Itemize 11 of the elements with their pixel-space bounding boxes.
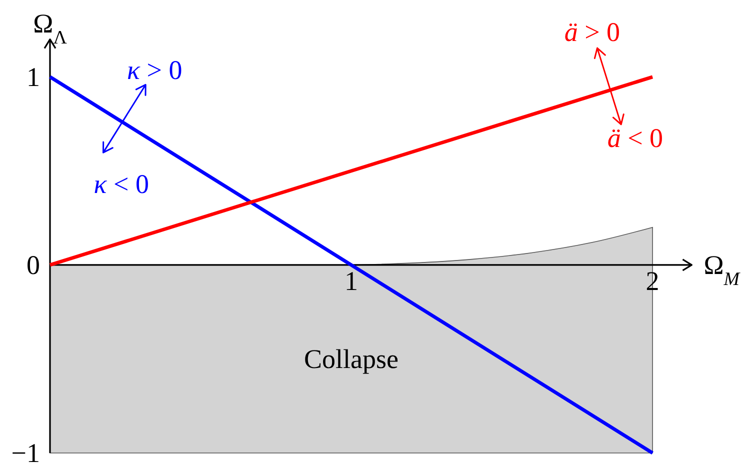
y-axis-title: Ω$_{Λ}$	[33, 8, 68, 48]
annotation: Collapse	[304, 344, 399, 374]
annotation: κ < 0	[94, 168, 149, 199]
annotation: ä < 0	[607, 122, 664, 153]
y-tick-label: 0	[26, 250, 40, 280]
y-tick-label: −1	[11, 438, 40, 464]
annotation: κ > 0	[127, 55, 182, 86]
y-tick-label: 1	[26, 62, 40, 92]
x-axis-title: Ω$_{M}$	[704, 250, 741, 290]
x-tick-label: 2	[646, 266, 660, 296]
annotation: ä > 0	[564, 16, 620, 47]
